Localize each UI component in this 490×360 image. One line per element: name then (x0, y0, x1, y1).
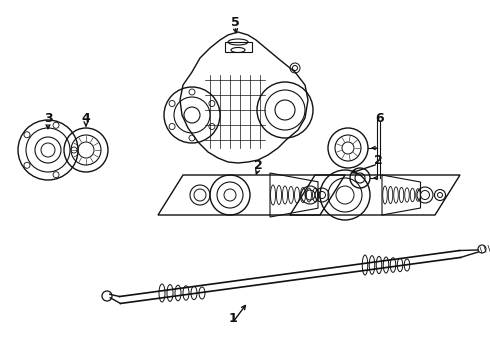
Text: 1: 1 (229, 311, 237, 324)
Text: 6: 6 (376, 112, 384, 125)
Text: 3: 3 (44, 112, 52, 125)
Text: 4: 4 (82, 112, 90, 125)
Text: 2: 2 (373, 153, 382, 166)
Text: 2: 2 (254, 158, 262, 171)
Text: 5: 5 (231, 15, 240, 28)
